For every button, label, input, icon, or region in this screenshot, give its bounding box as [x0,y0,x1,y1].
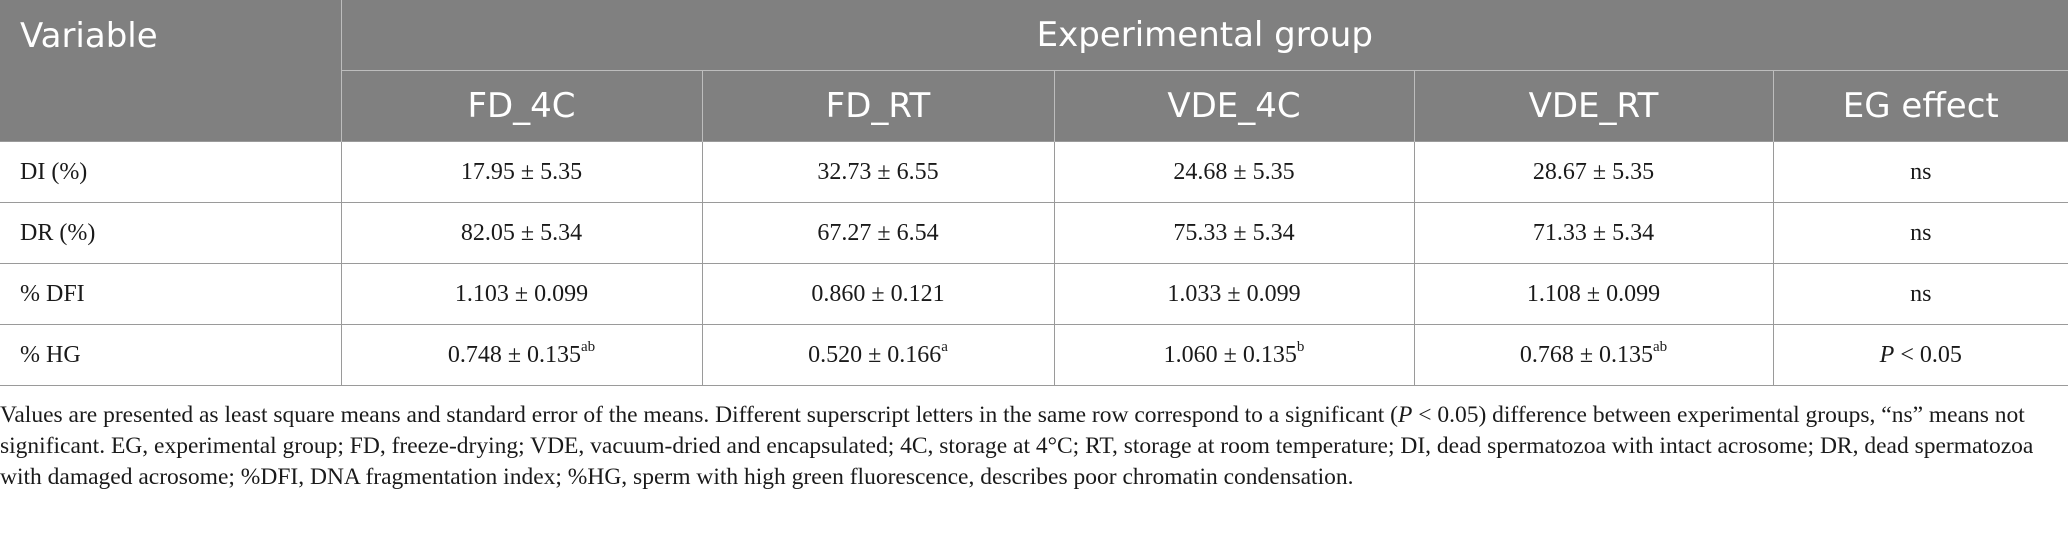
effect-cell: ns [1772,263,2068,325]
table-cell: 32.73 ± 6.55 [701,141,1054,203]
row-label: DI (%) [0,141,341,203]
table-cell: 75.33 ± 5.34 [1053,202,1414,264]
table-cell: 0.520 ± 0.166a [701,324,1054,386]
row-label: % DFI [0,263,341,325]
table-row-dr: DR (%) 82.05 ± 5.34 67.27 ± 6.54 75.33 ±… [0,202,2068,264]
table-cell: 1.108 ± 0.099 [1413,263,1773,325]
effect-cell: ns [1772,141,2068,203]
header-fd-4c: FD_4C [340,70,702,142]
table-cell: 28.67 ± 5.35 [1413,141,1773,203]
table-row-hg: % HG 0.748 ± 0.135ab 0.520 ± 0.166a 1.06… [0,324,2068,386]
table-cell: 82.05 ± 5.34 [340,202,702,264]
effect-cell: ns [1772,202,2068,264]
table-row-dfi: % DFI 1.103 ± 0.099 0.860 ± 0.121 1.033 … [0,263,2068,325]
table-cell: 17.95 ± 5.35 [340,141,702,203]
table-row-di: DI (%) 17.95 ± 5.35 32.73 ± 6.55 24.68 ±… [0,141,2068,203]
header-variable: Variable [0,0,341,142]
table-cell: 24.68 ± 5.35 [1053,141,1414,203]
table-cell: 0.748 ± 0.135ab [340,324,702,386]
row-label: DR (%) [0,202,341,264]
table-cell: 0.860 ± 0.121 [701,263,1054,325]
header-experimental-group: Experimental group [340,0,2068,71]
header-vde-rt: VDE_RT [1413,70,1773,142]
table-cell: 67.27 ± 6.54 [701,202,1054,264]
header-eg-effect: EG effect [1772,70,2068,142]
superscript-letter: ab [581,338,596,355]
table-cell: 1.033 ± 0.099 [1053,263,1414,325]
header-fd-rt: FD_RT [701,70,1054,142]
table-cell: 1.060 ± 0.135b [1053,324,1414,386]
header-vde-4c: VDE_4C [1053,70,1414,142]
table-footnote: Values are presented as least square mea… [0,402,2034,490]
table-cell: 71.33 ± 5.34 [1413,202,1773,264]
superscript-letter: ab [1653,338,1668,355]
row-label: % HG [0,324,341,386]
superscript-letter: b [1296,338,1305,355]
table-cell: 1.103 ± 0.099 [340,263,702,325]
table-cell: 0.768 ± 0.135ab [1413,324,1773,386]
effect-cell: P < 0.05 [1772,324,2068,386]
results-table: Variable Experimental group FD_4C FD_RT … [0,0,2068,386]
superscript-letter: a [941,338,948,355]
